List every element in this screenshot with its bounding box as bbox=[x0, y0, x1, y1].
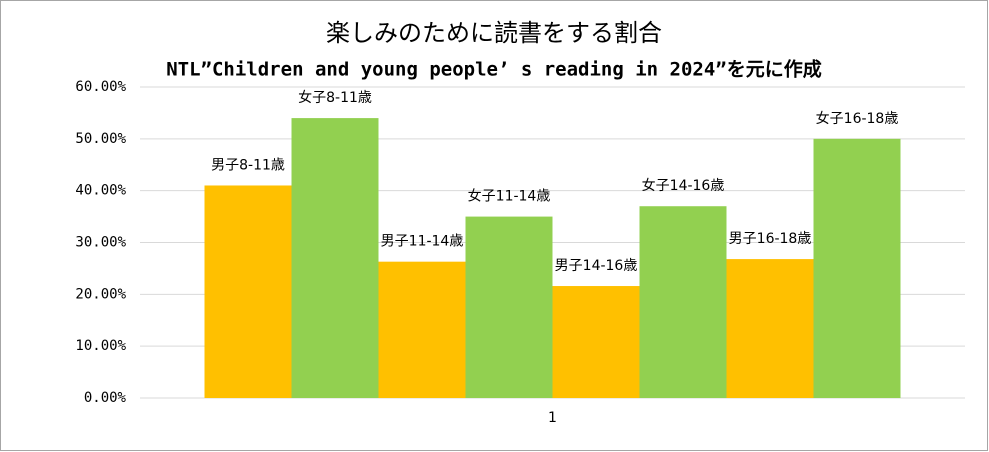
bar bbox=[639, 206, 727, 398]
data-label: 女子8-11歳 bbox=[298, 89, 372, 106]
data-label: 男子8-11歳 bbox=[211, 157, 285, 173]
data-label: 女子14-16歳 bbox=[642, 177, 725, 194]
bar bbox=[465, 216, 553, 398]
y-tick-label: 30.00% bbox=[75, 235, 126, 251]
data-label: 女子16-18歳 bbox=[816, 110, 899, 127]
bar bbox=[291, 118, 379, 398]
chart-subtitle: NTL”Children and young people’ s reading… bbox=[166, 58, 822, 81]
chart-title: 楽しみのために読書をする割合 bbox=[326, 19, 662, 47]
y-tick-label: 40.00% bbox=[75, 183, 126, 199]
y-tick-label: 60.00% bbox=[75, 79, 126, 95]
y-tick-label: 0.00% bbox=[84, 390, 127, 406]
y-tick-label: 10.00% bbox=[75, 338, 126, 354]
data-label: 男子14-16歳 bbox=[555, 258, 638, 274]
data-label: 女子11-14歳 bbox=[468, 188, 551, 205]
bar bbox=[813, 138, 901, 399]
x-tick-label: 1 bbox=[548, 410, 557, 426]
bar bbox=[204, 185, 292, 398]
bar bbox=[726, 259, 814, 398]
data-label: 男子16-18歳 bbox=[729, 231, 812, 247]
data-label: 男子11-14歳 bbox=[381, 234, 464, 250]
y-tick-label: 50.00% bbox=[75, 131, 126, 147]
y-tick-label: 20.00% bbox=[75, 286, 126, 302]
bar bbox=[552, 286, 640, 398]
bar bbox=[378, 261, 466, 398]
